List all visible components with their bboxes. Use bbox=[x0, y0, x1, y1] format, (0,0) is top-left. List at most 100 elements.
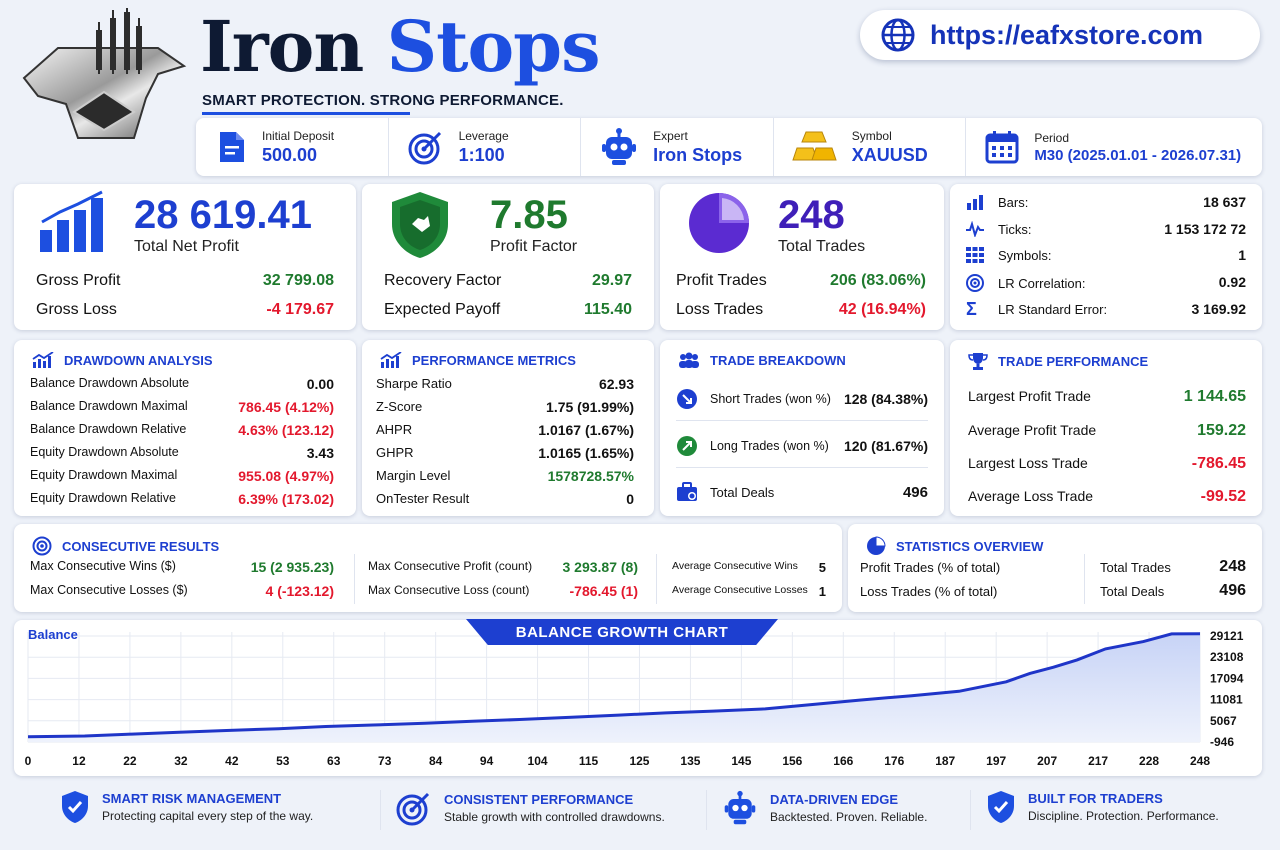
balance-area bbox=[28, 633, 1200, 742]
divider bbox=[380, 790, 381, 830]
performance-card: PERFORMANCE METRICS Sharpe Ratio 62.93 Z-… bbox=[362, 340, 654, 516]
x-tick-label: 248 bbox=[1190, 754, 1210, 768]
feature-text: Stable growth with controlled drawdowns. bbox=[444, 810, 665, 824]
chart-title: BALANCE GROWTH CHART bbox=[466, 619, 778, 645]
balance-line bbox=[27, 632, 1201, 739]
info-leverage: Leverage 1:100 bbox=[389, 118, 582, 176]
x-tick-label: 53 bbox=[276, 754, 290, 768]
info-label: Symbol bbox=[851, 128, 892, 143]
pie-chart-icon bbox=[689, 193, 749, 253]
section-header: PERFORMANCE METRICS bbox=[380, 352, 576, 368]
balance-chart: 0 12 22 32 42 53 63 73 84 94 104 115 125 135 145 156 166… bbox=[25, 627, 1244, 768]
bar-chart-icon bbox=[967, 195, 983, 210]
drawdown-row: Equity Drawdown Absolute 3.43 bbox=[30, 445, 334, 461]
x-tick-label: 22 bbox=[123, 754, 137, 768]
stat-label: Bars: bbox=[998, 194, 1029, 210]
row-label: Total Trades bbox=[1100, 559, 1171, 575]
profit-factor-value: 7.85 bbox=[490, 193, 568, 237]
feature-built-for-traders: BUILT FOR TRADERS Discipline. Protection.… bbox=[986, 790, 1219, 824]
row-label: Average Profit Trade bbox=[968, 422, 1097, 438]
row-label: GHPR bbox=[376, 445, 414, 460]
x-tick-label: 84 bbox=[429, 754, 443, 768]
row-label: Total Deals bbox=[1100, 583, 1165, 599]
performance-row: OnTester Result 0 bbox=[376, 491, 634, 507]
row-value: 128 (84.38%) bbox=[843, 391, 928, 407]
profit-factor-label: Profit Factor bbox=[490, 238, 578, 255]
row-label: Max Consecutive Wins ($) bbox=[30, 559, 176, 573]
row-value: 1 bbox=[818, 584, 826, 599]
row-value: 248 bbox=[1219, 558, 1246, 575]
info-label: Leverage bbox=[458, 128, 509, 143]
stat-row-lr-standard-error: Σ LR Standard Error: 3 169.92 bbox=[966, 300, 1246, 318]
row-value: 0.00 bbox=[306, 376, 334, 392]
shield-icon bbox=[392, 192, 448, 258]
x-tick-label: 166 bbox=[833, 754, 853, 768]
row-value: 42 (16.94%) bbox=[838, 301, 926, 318]
document-icon bbox=[220, 132, 244, 162]
row-value: -4 179.67 bbox=[266, 301, 334, 318]
stat-label: Symbols: bbox=[998, 247, 1052, 263]
tagline-underline bbox=[202, 112, 410, 115]
row-value: 159.22 bbox=[1197, 422, 1246, 439]
info-expert: Expert Iron Stops bbox=[581, 118, 774, 176]
stat-label: LR Standard Error: bbox=[998, 301, 1108, 317]
divider bbox=[970, 790, 971, 830]
info-value: Iron Stops bbox=[653, 144, 743, 165]
feature-data-driven-edge: DATA-DRIVEN EDGE Backtested. Proven. Reli… bbox=[722, 790, 927, 826]
trade-breakdown-card: TRADE BREAKDOWN Short Trades (won %) 128… bbox=[660, 340, 944, 516]
target-icon bbox=[396, 792, 430, 826]
stat-label: LR Correlation: bbox=[998, 275, 1086, 291]
target-icon bbox=[32, 536, 52, 556]
performance-row: Z-Score 1.75 (91.99%) bbox=[376, 399, 634, 415]
info-period: Period M30 (2025.01.01 - 2026.07.31) bbox=[966, 118, 1262, 176]
row-label: Equity Drawdown Maximal bbox=[30, 468, 178, 482]
y-tick-label: 29121 bbox=[1210, 629, 1244, 643]
x-tick-label: 207 bbox=[1037, 754, 1057, 768]
total-trades-label: Total Trades bbox=[778, 238, 866, 255]
net-profit-label: Total Net Profit bbox=[134, 238, 239, 255]
info-value: M30 (2025.01.01 - 2026.07.31) bbox=[1034, 146, 1242, 164]
target-icon bbox=[408, 131, 441, 165]
drawdown-row: Balance Drawdown Maximal 786.45 (4.12%) bbox=[30, 399, 334, 415]
website-link[interactable]: https://eafxstore.com bbox=[860, 10, 1260, 60]
y-tick-label: 23108 bbox=[1210, 650, 1244, 664]
feature-risk-management: SMART RISK MANAGEMENT Protecting capital … bbox=[60, 790, 313, 824]
x-tick-label: 42 bbox=[225, 754, 239, 768]
feature-consistent-performance: CONSISTENT PERFORMANCE Stable growth with… bbox=[396, 790, 665, 826]
performance-row: AHPR 1.0167 (1.67%) bbox=[376, 422, 634, 438]
row-label: Gross Profit bbox=[36, 272, 121, 289]
row-value: -786.45 (1) bbox=[569, 583, 638, 599]
net-profit-value: 28 619.41 bbox=[134, 193, 312, 237]
title-part-2: Stops bbox=[386, 5, 601, 88]
drawdown-row: Equity Drawdown Maximal 955.08 (4.97%) bbox=[30, 468, 334, 484]
section-header: CONSECUTIVE RESULTS bbox=[32, 536, 219, 556]
grid-icon bbox=[966, 247, 984, 263]
x-tick-label: 63 bbox=[327, 754, 341, 768]
row-label: Equity Drawdown Relative bbox=[30, 491, 176, 505]
breakdown-row-long: Long Trades (won %) 120 (81.67%) bbox=[676, 435, 928, 457]
total-trades-value: 248 bbox=[778, 193, 845, 237]
stat-label: Ticks: bbox=[998, 221, 1032, 237]
website-url: https://eafxstore.com bbox=[930, 19, 1204, 50]
feature-text: Backtested. Proven. Reliable. bbox=[770, 810, 928, 824]
row-value: 786.45 (4.12%) bbox=[238, 399, 334, 415]
info-value: XAUUSD bbox=[851, 144, 928, 165]
trade-perf-row: Average Profit Trade 159.22 bbox=[968, 422, 1246, 440]
loss-trades-row: Loss Trades 42 (16.94%) bbox=[676, 301, 926, 319]
x-tick-label: 176 bbox=[884, 754, 904, 768]
row-value: 29.97 bbox=[591, 272, 632, 289]
page-title: Iron Stops bbox=[200, 2, 601, 92]
section-header: STATISTICS OVERVIEW bbox=[866, 536, 1043, 556]
y-tick-label: 17094 bbox=[1210, 671, 1244, 685]
y-tick-label: -946 bbox=[1210, 735, 1234, 749]
x-tick-label: 135 bbox=[680, 754, 700, 768]
x-tick-label: 156 bbox=[782, 754, 802, 768]
overview-label: Loss Trades (% of total) bbox=[860, 584, 998, 599]
section-title: TRADE PERFORMANCE bbox=[998, 353, 1149, 369]
info-initial-deposit: Initial Deposit 500.00 bbox=[196, 118, 389, 176]
row-label: Margin Level bbox=[376, 468, 451, 483]
divider bbox=[354, 554, 355, 604]
row-value: 1.0165 (1.65%) bbox=[538, 445, 634, 461]
feature-title: DATA-DRIVEN EDGE bbox=[770, 792, 899, 807]
gross-loss-row: Gross Loss -4 179.67 bbox=[36, 301, 334, 319]
